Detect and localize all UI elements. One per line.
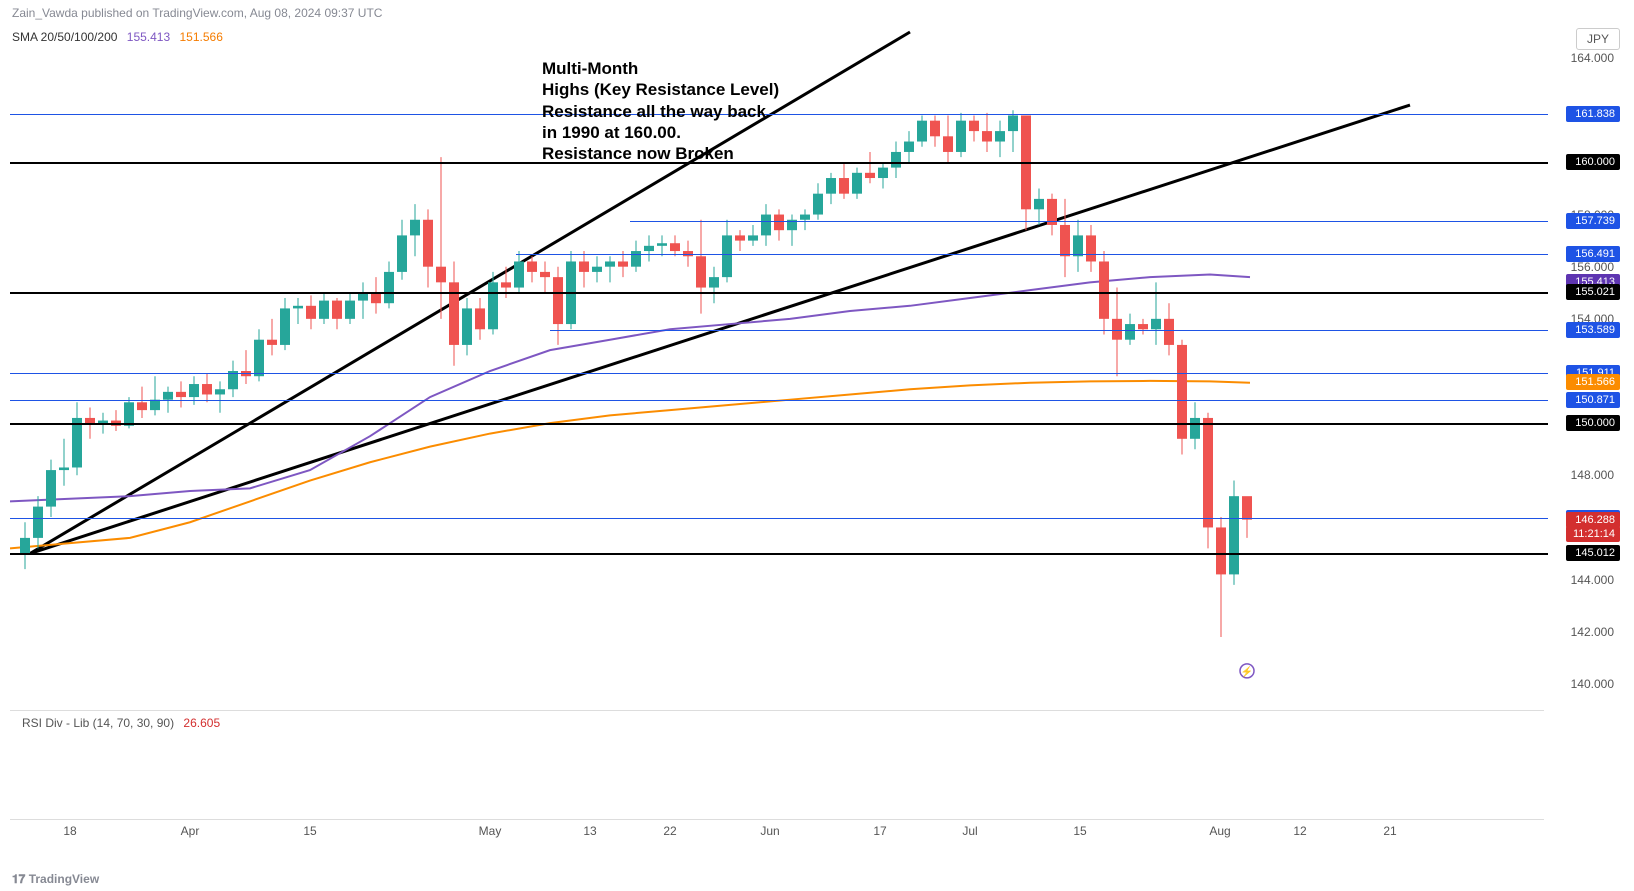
time-axis: 18 Apr 15 May 13 22 Jun 17 Jul 15 Aug 12 21: [10, 819, 1544, 843]
horizontal-line: [10, 423, 1548, 425]
publish-info: Zain_Vawda published on TradingView.com,…: [12, 6, 382, 20]
rsi-indicator-label: RSI Div - Lib (14, 70, 30, 90) 26.605: [22, 716, 220, 730]
horizontal-line: [10, 553, 1548, 555]
annotation-line: in 1990 at 160.00.: [542, 122, 779, 143]
price-label: 11:21:14: [1566, 526, 1620, 542]
horizontal-line: [10, 518, 1548, 519]
chart-area[interactable]: ⚡ 164.000160.000158.000156.000154.000152…: [10, 22, 1624, 843]
price-axis: 164.000160.000158.000156.000154.000152.0…: [1544, 22, 1624, 817]
time-tick: 21: [1383, 824, 1396, 838]
time-tick: Aug: [1209, 824, 1230, 838]
price-label: 153.589: [1566, 322, 1620, 338]
time-tick: Jul: [962, 824, 977, 838]
horizontal-line: [10, 373, 1548, 374]
annotation-line: Multi-Month: [542, 58, 779, 79]
price-tick: 148.000: [1571, 468, 1614, 482]
horizontal-line: [550, 330, 1548, 331]
horizontal-line: [10, 292, 1548, 294]
time-tick: 15: [303, 824, 316, 838]
price-label: 161.838: [1566, 106, 1620, 122]
svg-text:⚡: ⚡: [1241, 665, 1253, 678]
price-label: 150.871: [1566, 392, 1620, 408]
time-tick: 13: [583, 824, 596, 838]
price-tick: 164.000: [1571, 51, 1614, 65]
rsi-separator: [10, 710, 1544, 711]
price-label: 145.012: [1566, 545, 1620, 561]
time-tick: 15: [1073, 824, 1086, 838]
price-label: 150.000: [1566, 415, 1620, 431]
time-tick: May: [479, 824, 502, 838]
time-tick: 18: [63, 824, 76, 838]
price-tick: 144.000: [1571, 573, 1614, 587]
price-label: 155.021: [1566, 284, 1620, 300]
annotation-line: Resistance now Broken: [542, 143, 779, 164]
time-tick: 17: [873, 824, 886, 838]
price-label: 156.491: [1566, 246, 1620, 262]
horizontal-line: [516, 254, 1548, 255]
annotation-line: Resistance all the way back: [542, 101, 779, 122]
rsi-text: RSI Div - Lib (14, 70, 30, 90): [22, 716, 174, 730]
time-tick: Apr: [181, 824, 200, 838]
annotation-line: Highs (Key Resistance Level): [542, 79, 779, 100]
price-label: 151.566: [1566, 374, 1620, 390]
time-tick: Jun: [760, 824, 779, 838]
price-label: 160.000: [1566, 154, 1620, 170]
time-tick: 12: [1293, 824, 1306, 838]
horizontal-line: [10, 400, 1548, 401]
time-tick: 22: [663, 824, 676, 838]
price-label: 157.739: [1566, 213, 1620, 229]
footer-brand: 𝟏𝟕 TradingView: [12, 872, 99, 887]
horizontal-line: [630, 221, 1548, 222]
rsi-value: 26.605: [183, 716, 220, 730]
price-tick: 140.000: [1571, 677, 1614, 691]
price-tick: 142.000: [1571, 625, 1614, 639]
chart-annotation: Multi-MonthHighs (Key Resistance Level)R…: [542, 58, 779, 164]
